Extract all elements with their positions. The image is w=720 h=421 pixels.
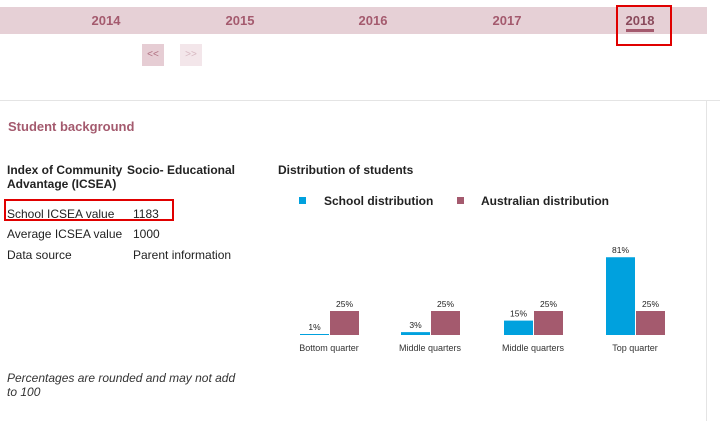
bar-australian-2 xyxy=(534,311,563,335)
data-label-school-3: 81% xyxy=(612,245,629,255)
tab-2015[interactable]: 2015 xyxy=(225,13,255,28)
active-tab-indicator xyxy=(626,29,654,32)
legend-australian: Australian distribution xyxy=(457,194,627,208)
section-divider xyxy=(0,100,720,101)
bar-school-0 xyxy=(300,334,329,335)
average-icsea-label: Average ICSEA value xyxy=(7,227,123,241)
legend-label-australian: Australian distribution xyxy=(481,194,610,208)
data-source-value: Parent information xyxy=(133,248,232,262)
legend-school: School distribution xyxy=(299,194,449,208)
data-source-label: Data source xyxy=(7,248,72,262)
bar-school-1 xyxy=(401,332,430,335)
data-label-school-0: 1% xyxy=(308,322,321,332)
distribution-bar-chart: 1% 25% Bottom quarter 3% 25% Middle quarters 1… xyxy=(299,245,665,353)
tab-2018-label: 2018 xyxy=(625,13,655,28)
legend-label-school: School distribution xyxy=(324,194,434,208)
data-label-australian-1: 25% xyxy=(437,299,454,309)
previous-years-button[interactable]: << xyxy=(142,44,164,66)
next-years-button[interactable]: >> xyxy=(180,44,202,66)
index-label-b: Socio- Educational xyxy=(127,163,236,177)
right-border xyxy=(706,100,707,421)
bar-school-3 xyxy=(606,257,635,335)
data-label-australian-3: 25% xyxy=(642,299,659,309)
index-label-a: Index of Community Advantage (ICSEA) xyxy=(7,163,123,191)
rounding-footnote: Percentages are rounded and may not add … xyxy=(7,371,236,399)
tab-2014[interactable]: 2014 xyxy=(91,13,121,28)
tab-2018[interactable]: 2018 xyxy=(610,7,670,34)
bar-australian-3 xyxy=(636,311,665,335)
data-label-school-1: 3% xyxy=(409,320,422,330)
section-title: Student background xyxy=(8,119,135,134)
category-label-0: Bottom quarter xyxy=(299,343,359,353)
data-label-australian-0: 25% xyxy=(336,299,353,309)
tab-2017[interactable]: 2017 xyxy=(492,13,522,28)
school-icsea-value: 1183 xyxy=(133,207,159,221)
year-tab-bar: 2014 2015 2016 2017 2018 xyxy=(0,7,707,34)
legend-swatch-australian xyxy=(457,197,464,204)
data-label-australian-2: 25% xyxy=(540,299,557,309)
category-label-3: Top quarter xyxy=(612,343,658,353)
bar-australian-1 xyxy=(431,311,460,335)
category-label-1: Middle quarters xyxy=(399,343,462,353)
data-label-school-2: 15% xyxy=(510,309,527,319)
school-icsea-label: School ICSEA value xyxy=(7,207,115,221)
bar-school-2 xyxy=(504,320,533,335)
average-icsea-value: 1000 xyxy=(133,227,160,241)
category-label-2: Middle quarters xyxy=(502,343,565,353)
bar-australian-0 xyxy=(330,311,359,335)
tab-2016[interactable]: 2016 xyxy=(358,13,388,28)
chart-title: Distribution of students xyxy=(278,163,414,177)
legend-swatch-school xyxy=(299,197,306,204)
